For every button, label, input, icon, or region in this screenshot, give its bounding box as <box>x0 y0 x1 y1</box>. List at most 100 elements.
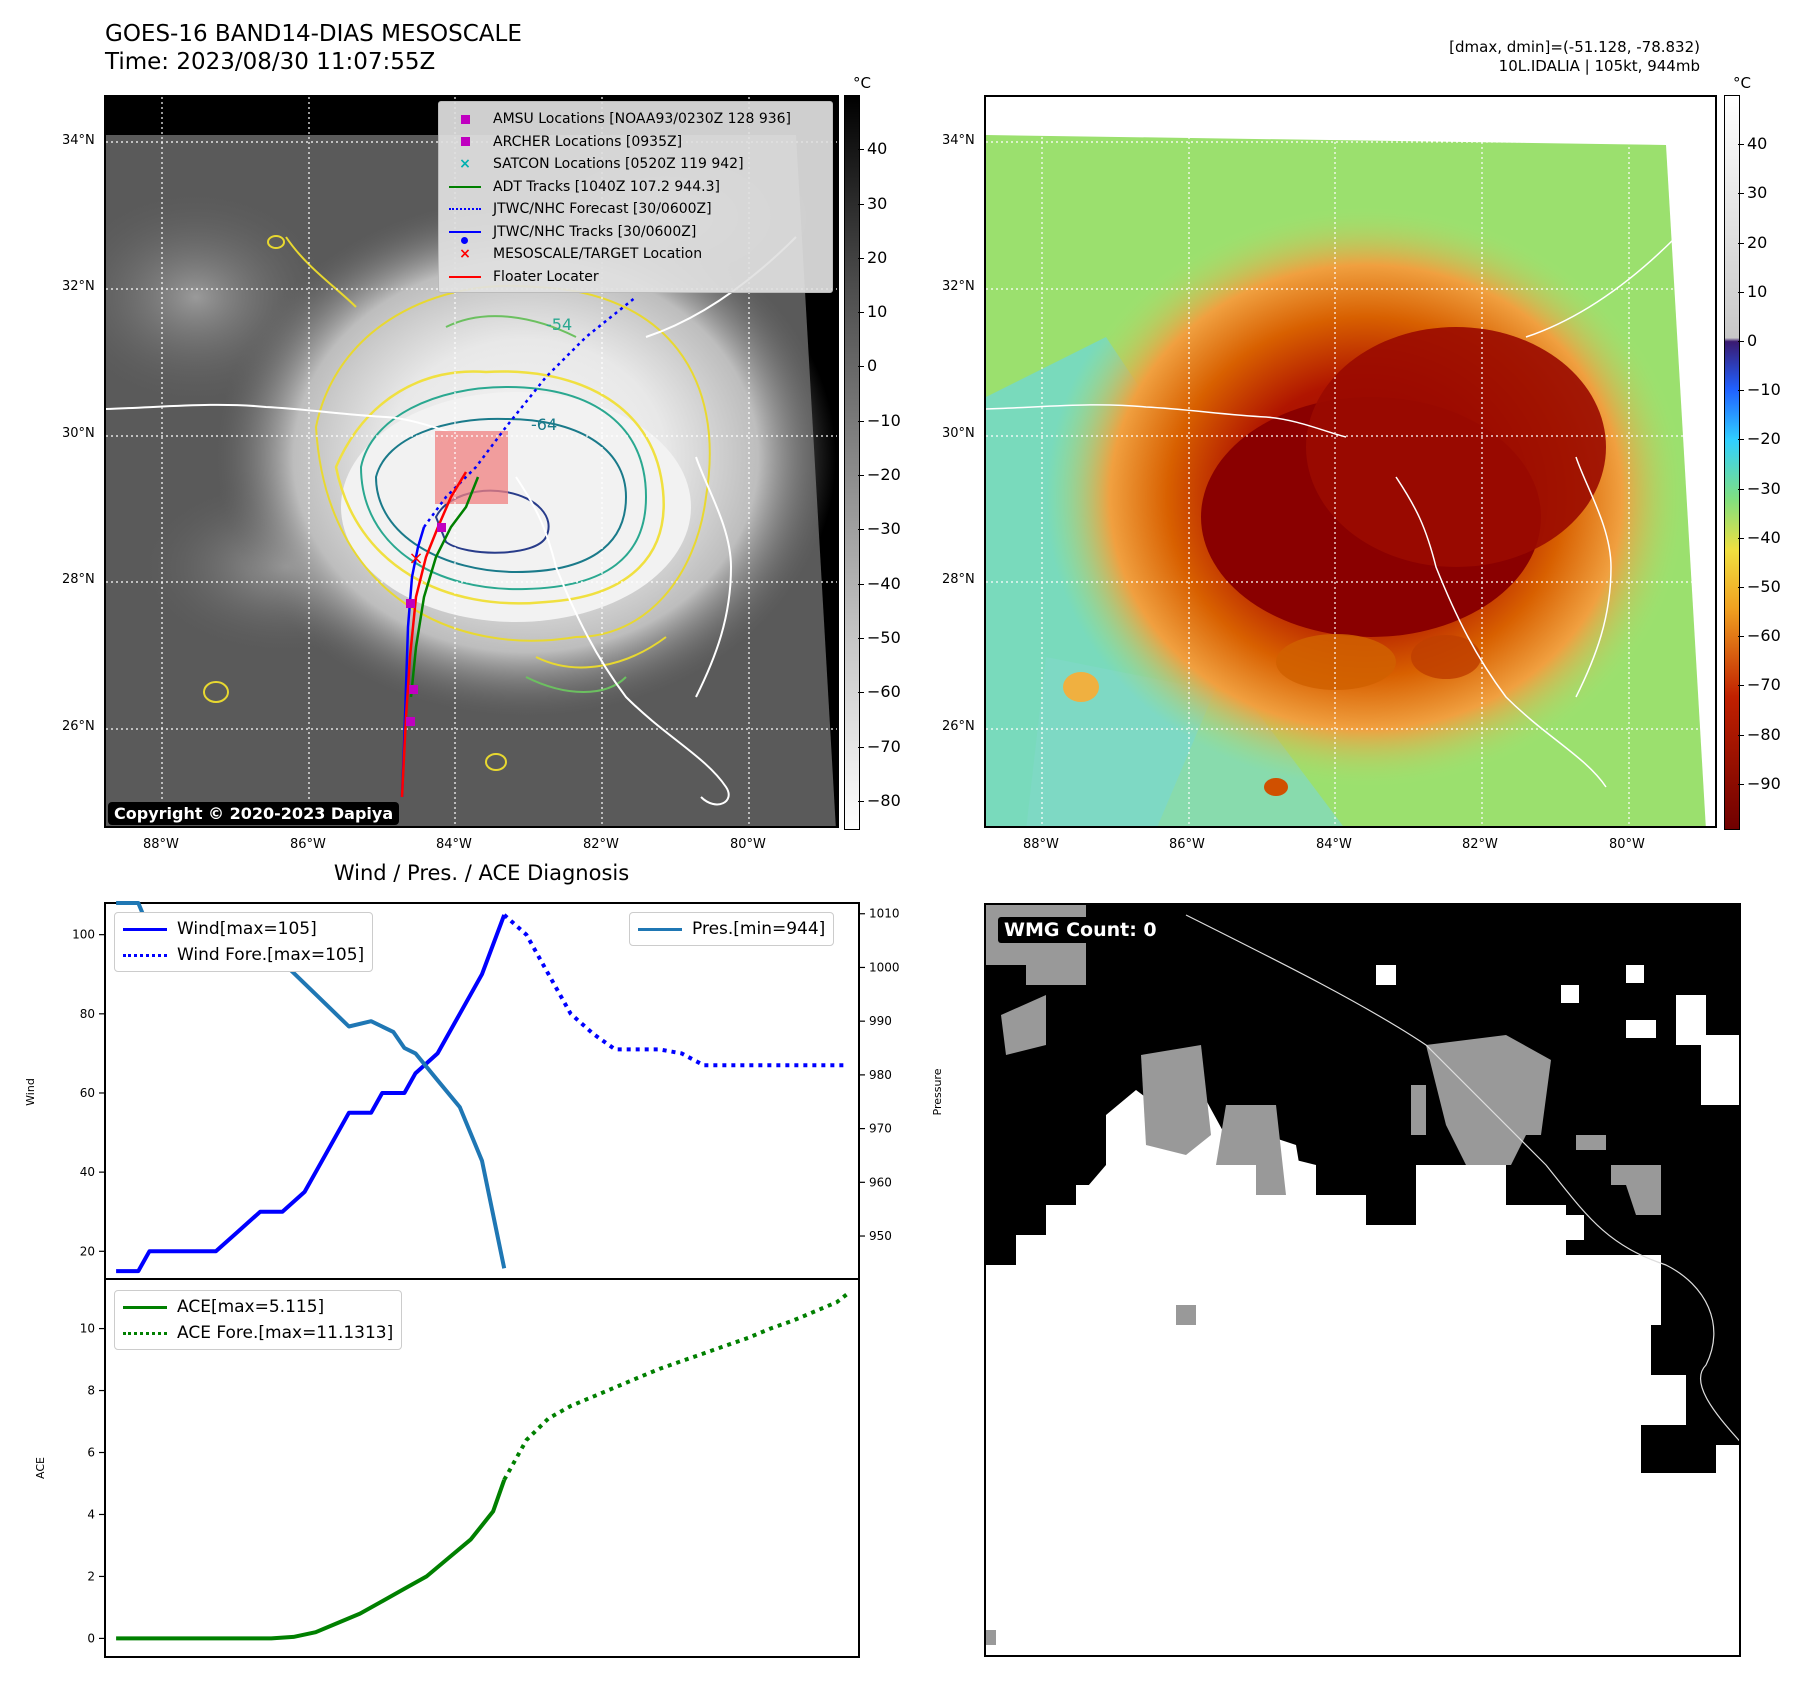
lon-label: 88°W <box>1023 837 1059 852</box>
y-right-tick-label: 970 <box>869 1122 892 1136</box>
y-right-tick-label: 980 <box>869 1068 892 1082</box>
y-tick-label: 0 <box>87 1631 95 1645</box>
colorbar-tick-label: 0 <box>867 356 878 376</box>
lat-label: 26°N <box>942 719 975 734</box>
series-line <box>116 1479 507 1641</box>
colorbar-tick-label: 10 <box>1747 281 1768 301</box>
dotted-line-icon <box>447 208 483 211</box>
colorbar-tick-label: −60 <box>867 682 901 702</box>
colorbar-tick-label: 0 <box>1747 330 1758 350</box>
y-tick-label: 80 <box>80 1007 95 1021</box>
colorbar-tick <box>1738 144 1744 146</box>
y-tick-label: 8 <box>87 1384 95 1398</box>
colorbar-tick-label: 10 <box>867 302 888 322</box>
lat-label: 34°N <box>62 133 95 148</box>
colorbar-tick-label: −90 <box>1747 773 1781 793</box>
colorbar-tick <box>858 746 864 748</box>
colorbar-tick <box>858 203 864 205</box>
wind-axis-label: Wind <box>24 1078 37 1106</box>
colorbar-tick-label: −30 <box>1747 478 1781 498</box>
color-map-gridlines <box>986 97 1715 826</box>
ir-grayscale-map: × -64 -54 AMSU Locations [NOAA93/0230Z 1… <box>104 95 839 828</box>
title-line-time: Time: 2023/08/30 11:07:55Z <box>105 49 436 75</box>
colorbar-tick <box>1738 537 1744 539</box>
lat-label: 34°N <box>942 133 975 148</box>
lon-label: 84°W <box>1316 837 1352 852</box>
contour-label: -54 <box>546 315 573 334</box>
series-line <box>502 1291 850 1481</box>
colorbar-tick-label: −80 <box>867 790 901 810</box>
colorbar-tick <box>1738 586 1744 588</box>
y-tick-label: 2 <box>87 1569 95 1583</box>
colorbar-tick-label: 20 <box>867 247 888 267</box>
y-right-tick-label: 990 <box>869 1014 892 1028</box>
colorbar-tick-label: −20 <box>1747 429 1781 449</box>
colorbar-tick <box>1738 488 1744 490</box>
wmg-panel: WMG Count: 0 <box>984 903 1741 1657</box>
colorbar-tick <box>1738 340 1744 342</box>
colorbar-tick-label: −20 <box>867 465 901 485</box>
colorbar-tick <box>1738 390 1744 392</box>
lon-label: 86°W <box>290 837 326 852</box>
lat-label: 32°N <box>62 279 95 294</box>
storm-summary: [dmax, dmin]=(-51.128, -78.832) 10L.IDAL… <box>1449 38 1700 76</box>
legend-amsu: AMSU Locations [NOAA93/0230Z 128 936] <box>447 108 824 131</box>
lat-label: 32°N <box>942 279 975 294</box>
lon-label: 84°W <box>436 837 472 852</box>
colorbar-tick <box>858 583 864 585</box>
y-tick-label: 60 <box>80 1086 95 1100</box>
square-icon <box>447 137 483 147</box>
lat-label: 30°N <box>942 426 975 441</box>
colorbar-tick-label: −70 <box>867 736 901 756</box>
legend-jtwc-tracks: JTWC/NHC Tracks [30/0600Z] <box>447 221 824 244</box>
colorbar-tick-label: 40 <box>1747 134 1768 154</box>
y-tick-label: 6 <box>87 1446 95 1460</box>
colorbar-tick-label: −60 <box>1747 626 1781 646</box>
color-colorbar <box>1724 95 1740 830</box>
amsu-marker-3 <box>406 717 415 726</box>
colorbar-tick <box>858 149 864 151</box>
ir-color-map <box>984 95 1717 828</box>
map-legend: AMSU Locations [NOAA93/0230Z 128 936] AR… <box>438 101 833 293</box>
contour-label: -64 <box>531 415 558 434</box>
colorbar-tick <box>858 312 864 314</box>
wind-legend: Wind[max=105] Wind Fore.[max=105] <box>114 912 374 972</box>
y-tick-label: 4 <box>87 1507 95 1521</box>
ir-color-imagery <box>986 135 1706 826</box>
legend-archer: ARCHER Locations [0935Z] <box>447 131 824 154</box>
ace-legend: ACE[max=5.115] ACE Fore.[max=11.1313] <box>114 1290 403 1350</box>
colorbar-tick-label: 20 <box>1747 232 1768 252</box>
colorbar-tick <box>1738 439 1744 441</box>
y-tick-label: 40 <box>80 1165 95 1179</box>
colorbar-tick <box>858 257 864 259</box>
colorbar-tick <box>858 800 864 802</box>
legend-pressure: Pres.[min=944] <box>638 916 825 942</box>
colorbar-tick-label: 40 <box>867 139 888 159</box>
colorbar-tick <box>1738 242 1744 244</box>
adt-track-line <box>409 476 480 698</box>
amsu-marker-2 <box>409 685 418 694</box>
legend-adt: ADT Tracks [1040Z 107.2 944.3] <box>447 176 824 199</box>
legend-wind-forecast: Wind Fore.[max=105] <box>123 942 364 968</box>
legend-satcon: × SATCON Locations [0520Z 119 942] <box>447 153 824 176</box>
y-right-tick-label: 1000 <box>869 960 900 974</box>
lat-label: 26°N <box>62 719 95 734</box>
colorbar-tick-label: −40 <box>1747 527 1781 547</box>
lon-label: 80°W <box>1609 837 1645 852</box>
gray-colorbar-unit: °C <box>853 74 871 92</box>
y-tick-label: 20 <box>80 1244 95 1258</box>
colorbar-tick-label: −10 <box>1747 380 1781 400</box>
y-tick-label: 10 <box>80 1322 95 1336</box>
colorbar-tick <box>858 637 864 639</box>
colorbar-tick-label: 30 <box>1747 183 1768 203</box>
colorbar-tick <box>1738 734 1744 736</box>
colorbar-tick-label: −40 <box>867 573 901 593</box>
lat-label: 28°N <box>62 572 95 587</box>
lon-label: 82°W <box>1462 837 1498 852</box>
title-line-product: GOES-16 BAND14-DIAS MESOSCALE <box>105 21 522 47</box>
lat-label: 28°N <box>942 572 975 587</box>
colorbar-tick-label: −50 <box>1747 576 1781 596</box>
colorbar-tick <box>858 475 864 477</box>
legend-ace: ACE[max=5.115] <box>123 1294 393 1320</box>
line-dot-icon <box>447 230 483 244</box>
